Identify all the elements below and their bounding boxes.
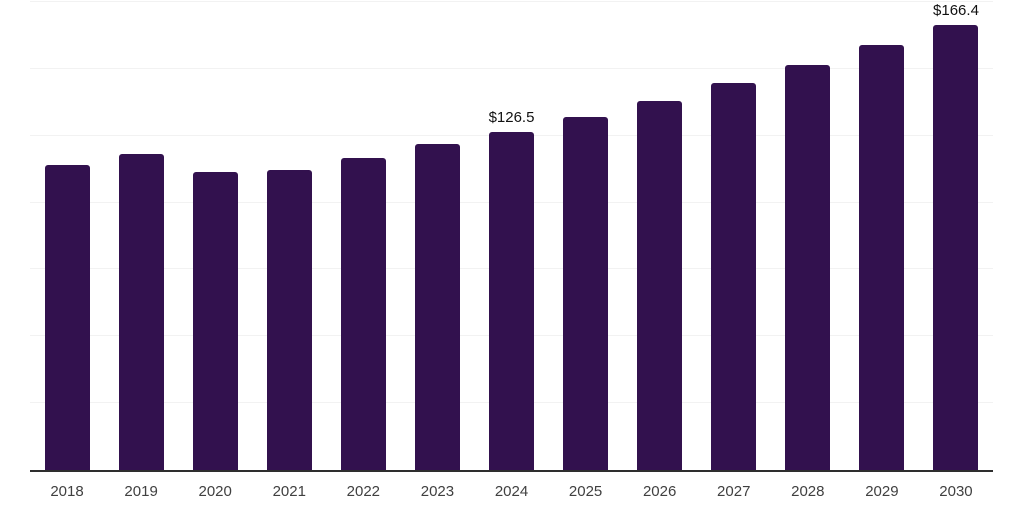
bar-slot-2025	[549, 2, 623, 470]
x-tick-label-2023: 2023	[420, 483, 455, 500]
bar-2018[interactable]	[44, 165, 90, 470]
x-tick-label-2030: 2030	[939, 483, 973, 500]
data-label-2030: $166.4	[933, 2, 979, 19]
bar-slot-2019	[104, 2, 178, 470]
bar-2020[interactable]	[192, 172, 238, 470]
bar-2026[interactable]	[637, 100, 683, 470]
x-tick-label-2020: 2020	[198, 483, 232, 500]
bar-2023[interactable]	[414, 144, 460, 470]
x-tick-label-2029: 2029	[865, 483, 899, 500]
bar-2027[interactable]	[711, 82, 757, 470]
x-tick-label-2028: 2028	[791, 483, 825, 500]
x-tick-label-2024: 2024	[494, 483, 529, 500]
x-axis-labels: 2018 2019 2020 2021 2022 2023 2024 2025 2026 2027…	[30, 483, 993, 501]
bar-slot-2020	[178, 2, 252, 470]
bar-2028[interactable]	[785, 65, 831, 470]
bar-slot-2021	[252, 2, 326, 470]
bar-slot-2024: $126.5	[474, 2, 548, 470]
bar-slot-2026	[623, 2, 697, 470]
bar-2021[interactable]	[266, 169, 312, 470]
x-tick-label-2019: 2019	[124, 483, 158, 500]
bar-slot-2029	[845, 2, 919, 470]
bar-2030[interactable]	[933, 25, 979, 470]
plot-area: $126.5 $166.4	[30, 1, 993, 472]
x-tick-label-2022: 2022	[346, 483, 381, 500]
x-tick-label-2018: 2018	[50, 483, 84, 500]
bar-slot-2028	[771, 2, 845, 470]
x-tick-label-2027: 2027	[717, 483, 751, 500]
bar-slot-2023	[400, 2, 474, 470]
bar-2029[interactable]	[859, 45, 905, 470]
x-tick-label-2025: 2025	[568, 483, 603, 500]
bar-2022[interactable]	[340, 158, 386, 470]
bar-slot-2018	[30, 2, 104, 470]
bar-2024[interactable]	[489, 131, 534, 470]
data-label-2024: $126.5	[488, 108, 535, 126]
bar-2019[interactable]	[118, 154, 164, 470]
bar-slot-2027	[697, 2, 771, 470]
x-tick-label-2026: 2026	[642, 483, 677, 500]
bar-2025[interactable]	[563, 116, 609, 470]
bar-slot-2030: $166.4	[919, 2, 993, 470]
bar-slot-2022	[326, 2, 400, 470]
x-tick-label-2021: 2021	[272, 483, 306, 500]
